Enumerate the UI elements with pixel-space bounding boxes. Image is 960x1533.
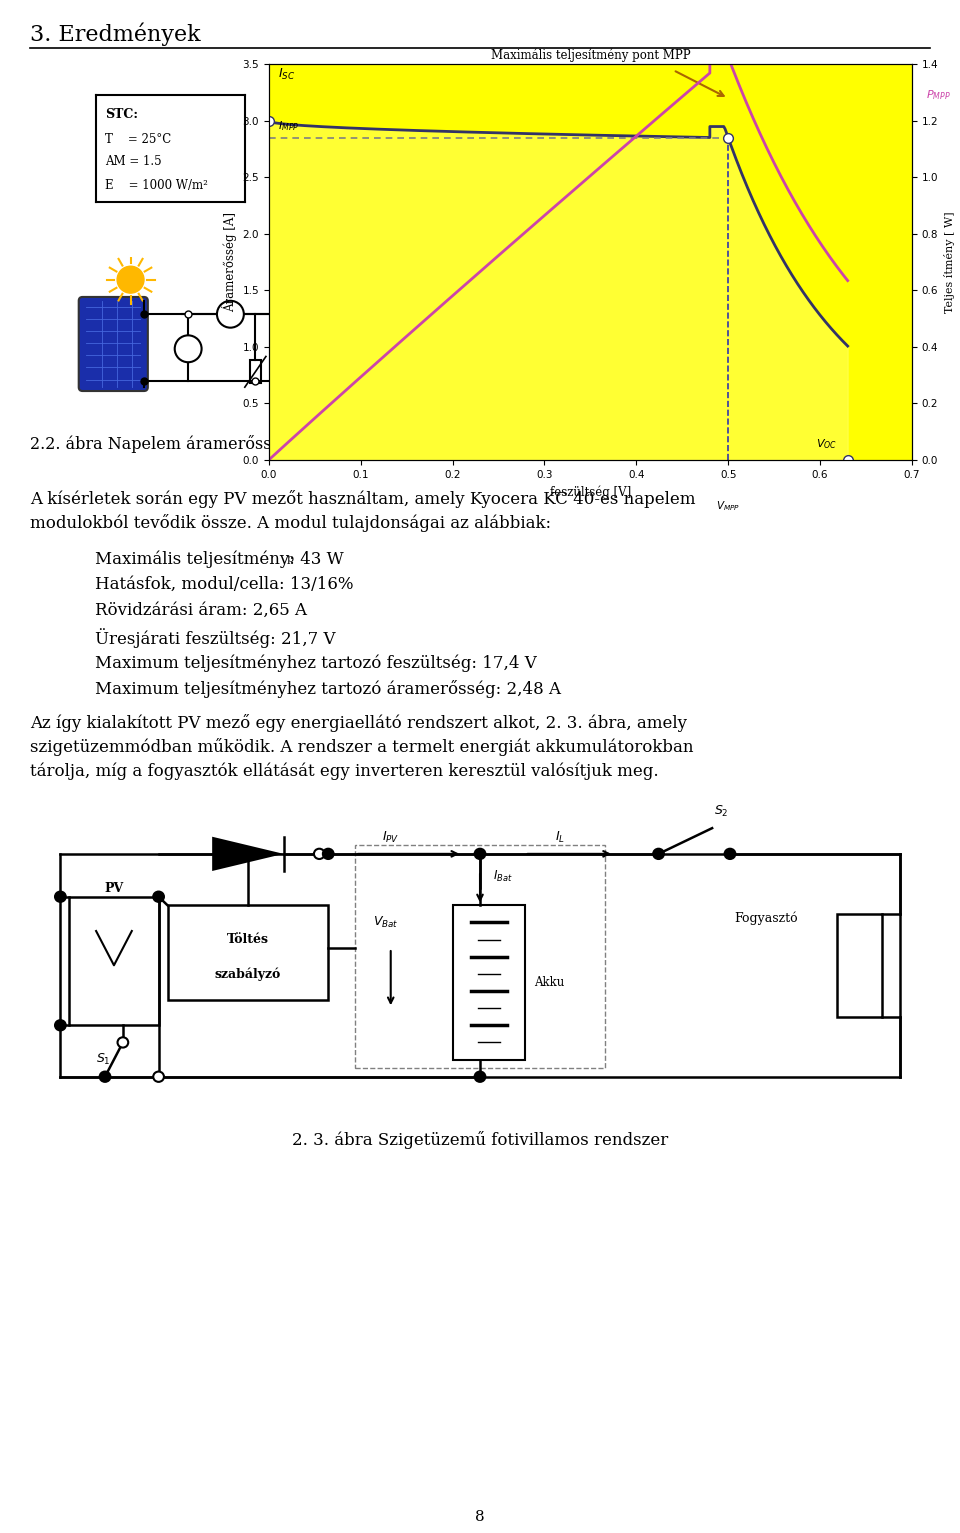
Text: tárolja, míg a fogyasztók ellátását egy inverteren keresztül valósítjuk meg.: tárolja, míg a fogyasztók ellátását egy … [30,762,659,779]
Text: PV: PV [105,881,124,895]
Text: Maximum teljesítményhez tartozó áramerősség: 2,48 A: Maximum teljesítményhez tartozó áramerős… [95,681,561,698]
Circle shape [314,849,324,858]
Text: V: V [183,342,193,356]
Text: Akku: Akku [534,977,564,989]
Text: szigetüzemmódban működik. A rendszer a termelt energiát akkumulátorokban: szigetüzemmódban működik. A rendszer a t… [30,737,693,756]
Text: Töltés: Töltés [227,934,269,946]
Circle shape [217,300,244,328]
Title: Maximális teljesítmény pont MPP: Maximális teljesítmény pont MPP [491,49,690,61]
Circle shape [100,1072,110,1082]
Text: $P_{MPP}$: $P_{MPP}$ [925,89,950,103]
Text: 2. 3. ábra Szigetüzemű fotivillamos rendszer: 2. 3. ábra Szigetüzemű fotivillamos rend… [292,1131,668,1150]
Circle shape [725,849,735,858]
Circle shape [117,1038,129,1047]
Circle shape [117,267,144,293]
Text: STC:: STC: [105,107,138,121]
Circle shape [55,892,65,901]
Text: T    = 25°C: T = 25°C [105,133,171,146]
Text: Hatásfok, modul/cella: 13/16%: Hatásfok, modul/cella: 13/16% [95,576,353,593]
Polygon shape [212,837,283,871]
Text: Üresjárati feszültség: 21,7 V: Üresjárati feszültség: 21,7 V [95,629,335,648]
Circle shape [474,849,486,858]
Text: Az így kialakított PV mező egy energiaellátó rendszert alkot, 2. 3. ábra, amely: Az így kialakított PV mező egy energiael… [30,714,687,731]
Text: Maximális teljesítmény: 43 W: Maximális teljesítmény: 43 W [95,550,344,567]
Circle shape [243,849,253,858]
FancyBboxPatch shape [79,297,148,391]
Text: $I_{PV}$: $I_{PV}$ [382,829,399,845]
Text: p: p [287,553,294,564]
X-axis label: feszültség [V]: feszültség [V] [550,484,631,498]
Text: Fogyasztó: Fogyasztó [733,912,798,926]
Text: Maximum teljesítményhez tartozó feszültség: 17,4 V: Maximum teljesítményhez tartozó feszülts… [95,655,537,671]
FancyBboxPatch shape [167,906,328,1000]
FancyBboxPatch shape [837,914,881,1016]
Text: $S_1$: $S_1$ [96,1052,110,1067]
Y-axis label: Teljes ítmény [ W]: Teljes ítmény [ W] [944,212,955,313]
Circle shape [323,849,333,858]
FancyBboxPatch shape [69,897,158,1026]
Text: A: A [226,308,235,320]
Text: E    = 1000 W/m²: E = 1000 W/m² [105,179,207,192]
Circle shape [55,1019,65,1030]
Text: Rövidzárási áram: 2,65 A: Rövidzárási áram: 2,65 A [95,602,307,619]
Circle shape [154,1072,164,1082]
Text: 2.2. ábra Napelem áramerősség-feszültség, és teljesítmény jelleggörbéje: 2.2. ábra Napelem áramerősség-feszültség… [30,435,624,452]
Circle shape [154,892,164,901]
Text: 3. Eredmények: 3. Eredmények [30,21,201,46]
Text: $V_{OC}$: $V_{OC}$ [815,437,837,451]
Text: A kísérletek során egy PV mezőt használtam, amely Kyocera KC 40-es napelem: A kísérletek során egy PV mezőt használt… [30,491,695,507]
Circle shape [175,336,202,362]
Text: $I_{MPP}$: $I_{MPP}$ [278,120,300,133]
Text: $S_2$: $S_2$ [714,805,729,819]
Text: $V_{MPP}$: $V_{MPP}$ [716,500,740,514]
Text: $I_{SC}$: $I_{SC}$ [278,66,296,81]
Text: $I_L$: $I_L$ [555,829,565,845]
FancyBboxPatch shape [250,360,261,383]
Text: $V_{Bat}$: $V_{Bat}$ [372,915,398,931]
Text: modulokból tevődik össze. A modul tulajdonságai az alábbiak:: modulokból tevődik össze. A modul tulajd… [30,514,551,532]
Circle shape [474,1072,486,1082]
Text: AM = 1.5: AM = 1.5 [105,155,161,169]
Text: $I_{Bat}$: $I_{Bat}$ [493,869,513,883]
Circle shape [653,849,664,858]
Text: szabályzó: szabályzó [215,967,281,981]
Text: 8: 8 [475,1510,485,1524]
Y-axis label: Áramerősség [A]: Áramerősség [A] [222,212,237,313]
